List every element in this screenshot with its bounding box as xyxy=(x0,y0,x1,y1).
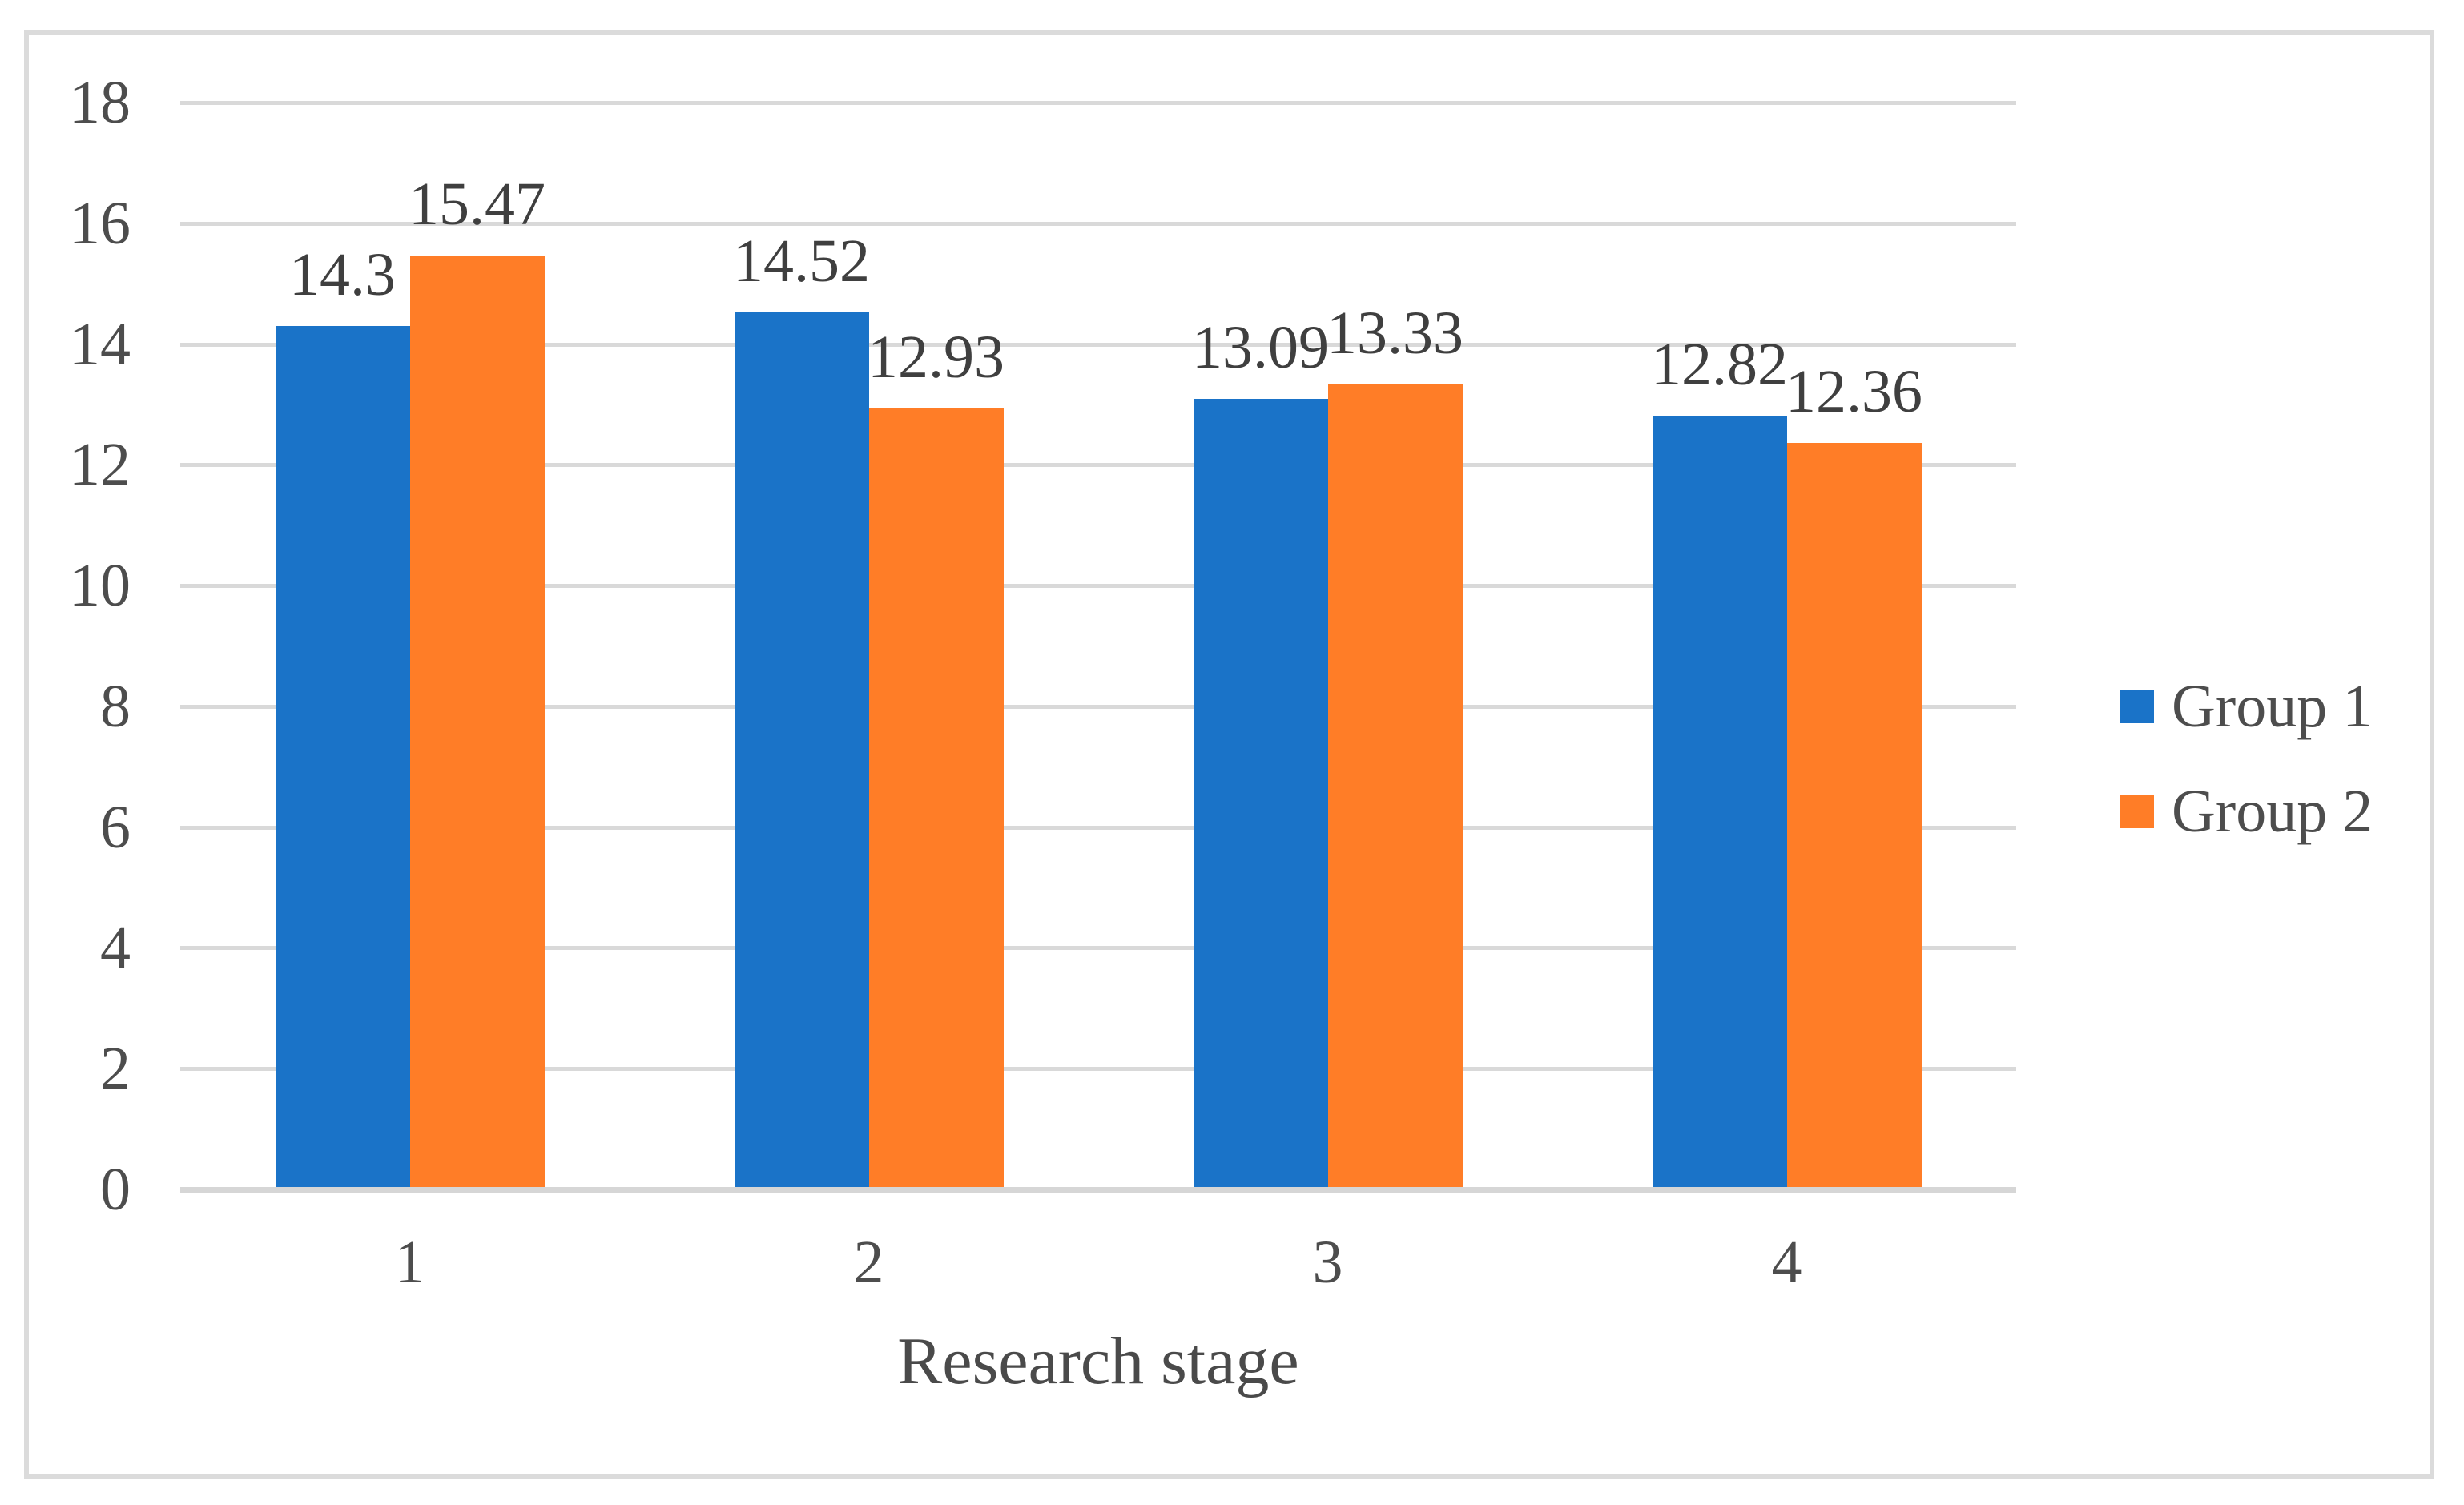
gridline xyxy=(180,1067,2016,1072)
y-tick-label: 18 xyxy=(70,69,131,136)
bar-group-2-stage-4 xyxy=(1786,443,1922,1189)
gridline xyxy=(180,463,2016,468)
legend-label: Group 1 xyxy=(2172,673,2373,740)
bar-group-1-stage-4 xyxy=(1652,415,1787,1189)
data-label: 13.33 xyxy=(1327,300,1464,368)
gridline xyxy=(180,584,2016,589)
x-tick-label: 3 xyxy=(1312,1229,1343,1296)
data-label: 13.09 xyxy=(1192,314,1329,382)
x-axis-line xyxy=(180,1187,2016,1193)
y-tick-label: 4 xyxy=(100,914,131,982)
data-label: 15.47 xyxy=(409,170,546,238)
bar-group-2-stage-1 xyxy=(409,255,545,1189)
legend-label: Group 2 xyxy=(2172,778,2373,845)
data-label: 12.93 xyxy=(868,324,1005,392)
x-tick-label: 2 xyxy=(853,1229,884,1296)
y-tick-label: 16 xyxy=(70,189,131,257)
y-tick-label: 6 xyxy=(100,793,131,861)
y-tick-label: 8 xyxy=(100,672,131,740)
y-tick-label: 14 xyxy=(70,310,131,378)
data-label: 14.52 xyxy=(733,227,870,296)
x-tick-label: 1 xyxy=(394,1229,425,1296)
bar-group-1-stage-1 xyxy=(275,325,410,1189)
x-tick-label: 4 xyxy=(1771,1229,1802,1296)
gridline xyxy=(180,221,2016,226)
x-axis-title: Research stage xyxy=(897,1324,1299,1398)
gridline xyxy=(180,704,2016,709)
bar-group-2-stage-2 xyxy=(868,408,1004,1189)
data-label: 12.36 xyxy=(1786,358,1922,426)
legend-item: Group 2 xyxy=(2120,773,2373,850)
gridline xyxy=(180,946,2016,951)
bar-group-2-stage-3 xyxy=(1327,384,1463,1189)
data-label: 14.3 xyxy=(289,240,396,308)
gridline xyxy=(180,825,2016,830)
legend-swatch-group-1 xyxy=(2120,690,2154,723)
y-tick-label: 10 xyxy=(70,552,131,620)
y-tick-label: 12 xyxy=(70,431,131,499)
data-label: 12.82 xyxy=(1651,330,1788,398)
y-tick-label: 0 xyxy=(100,1156,131,1223)
legend-item: Group 1 xyxy=(2120,668,2373,745)
gridline xyxy=(180,342,2016,347)
bar-group-1-stage-2 xyxy=(734,312,869,1189)
y-tick-label: 2 xyxy=(100,1035,131,1103)
legend: Group 1 Group 2 xyxy=(2120,668,2373,878)
gridline xyxy=(180,101,2016,105)
legend-swatch-group-2 xyxy=(2120,795,2154,828)
bar-group-1-stage-3 xyxy=(1193,399,1328,1189)
